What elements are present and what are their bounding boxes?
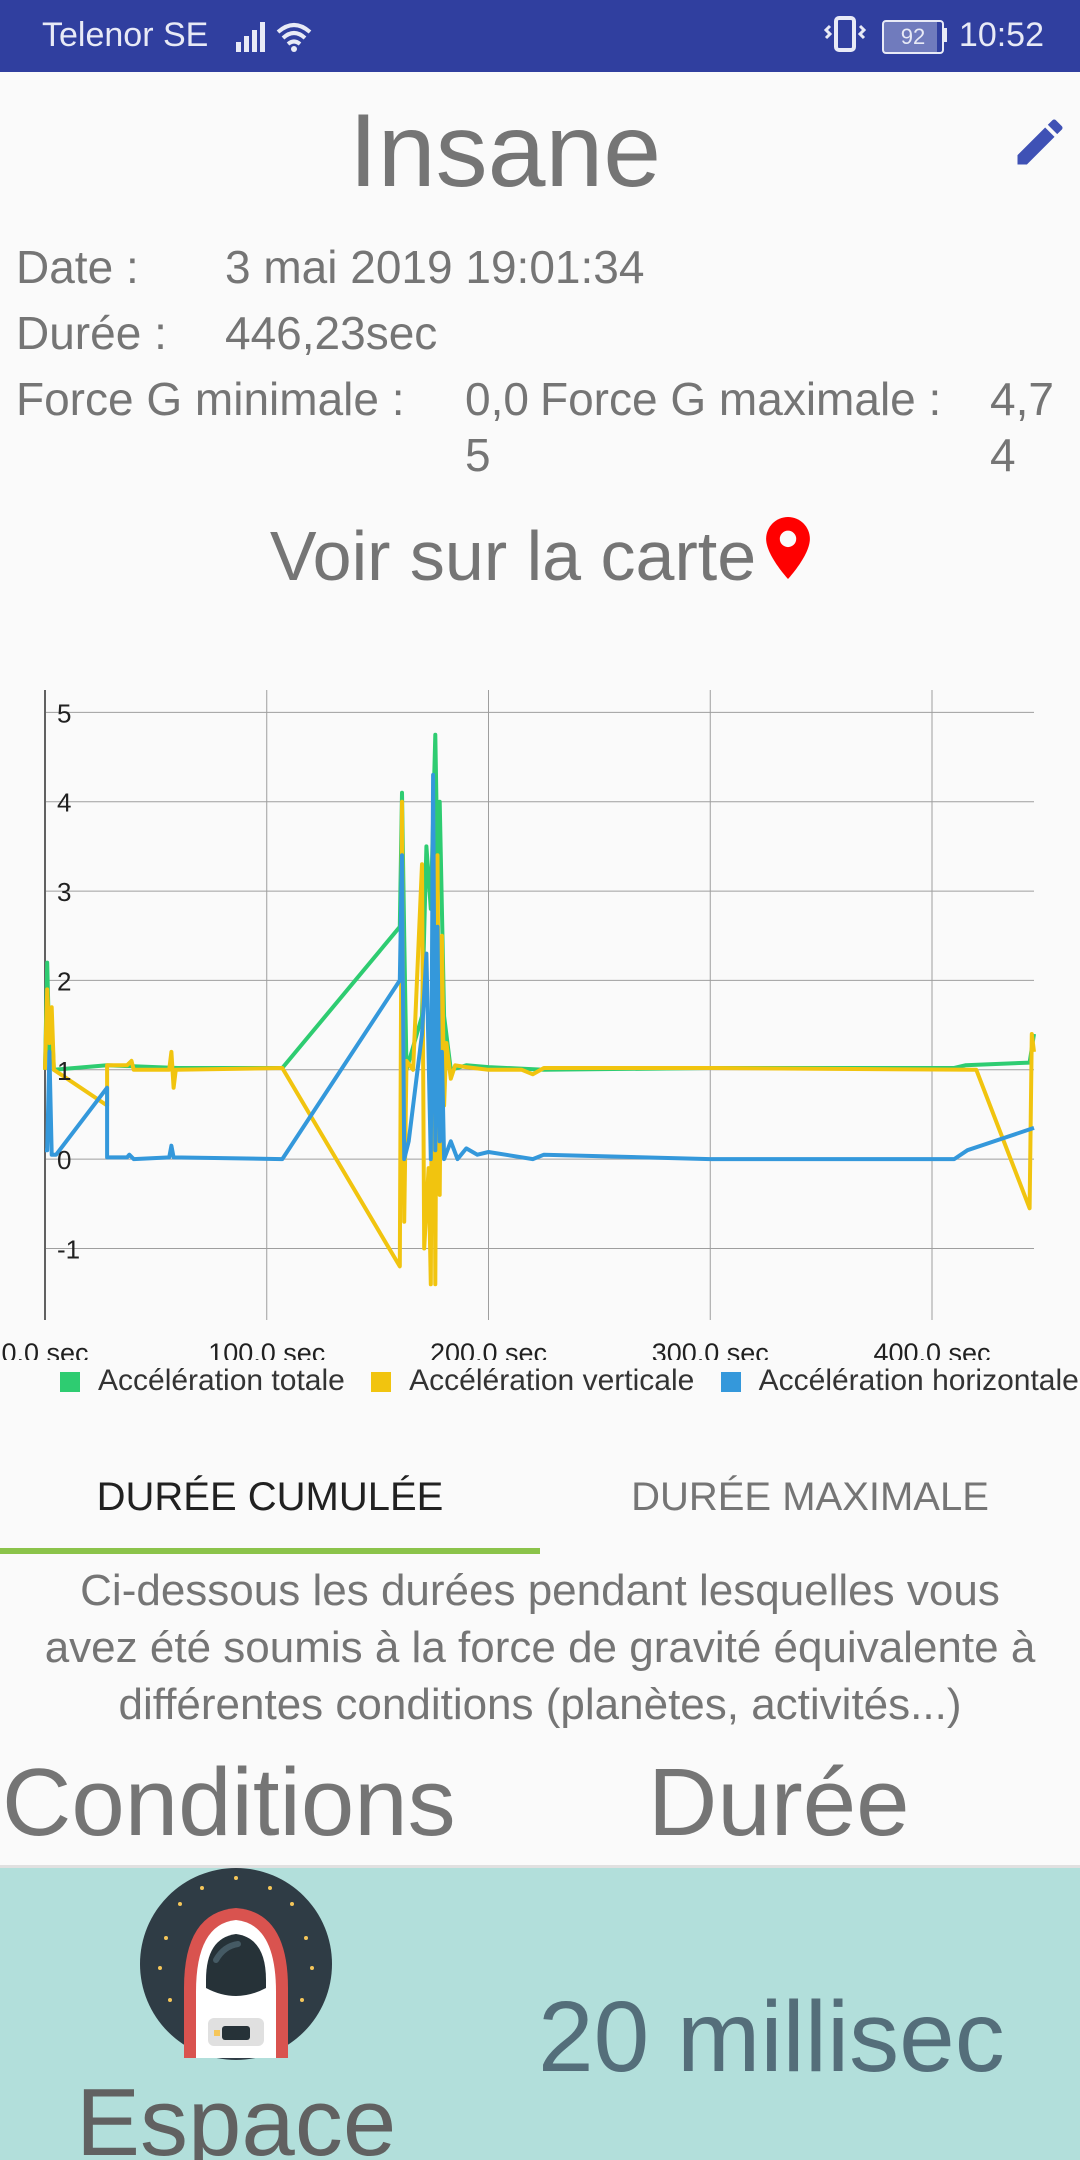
duration-value: 446,23sec	[225, 307, 438, 359]
chart-legend: Accélération totale Accélération vertica…	[60, 1364, 1080, 1398]
map-pin-icon	[766, 515, 811, 595]
date-label: Date :	[16, 241, 139, 293]
description-line: avez été soumis à la force de gravité éq…	[44, 1623, 1036, 1672]
edit-button[interactable]	[1010, 112, 1070, 177]
series-line	[45, 772, 1035, 1162]
pencil-icon	[1017, 119, 1063, 165]
legend-item: Accélération totale	[60, 1364, 345, 1398]
x-tick-label: 0,0 sec	[1, 1338, 88, 1360]
y-tick-label: 4	[57, 788, 71, 818]
page-title: Insane	[348, 93, 662, 209]
carrier-label: Telenor SE	[42, 16, 209, 54]
legend-swatch	[60, 1372, 80, 1392]
gmax-value-wrap: 4	[990, 429, 1016, 481]
duration-value: 20 millisec	[538, 1981, 1005, 2093]
divider	[0, 1865, 1080, 1868]
gmin-value-wrap: 5	[465, 429, 491, 481]
description-line: Ci-dessous les durées pendant lesquelles…	[80, 1566, 1000, 1615]
wifi-icon	[276, 23, 312, 46]
legend-swatch	[720, 1372, 741, 1392]
description-line: différentes conditions (planètes, activi…	[118, 1680, 962, 1729]
clock: 10:52	[958, 16, 1044, 54]
signal-icon	[234, 18, 318, 63]
map-link-label: Voir sur la carte	[269, 517, 757, 595]
legend-label: Accélération totale	[98, 1364, 345, 1397]
status-bar: Telenor SE 92 10:52	[0, 0, 1080, 72]
legend-label: Accélération verticale	[409, 1364, 695, 1397]
y-tick-label: 5	[57, 698, 71, 728]
list-item[interactable]: 20 millisec Espace	[0, 1868, 1080, 2160]
duration-label: Durée :	[16, 307, 167, 359]
y-tick-label: -1	[57, 1235, 80, 1265]
tab-cumulative-duration[interactable]: DURÉE CUMULÉE	[96, 1475, 444, 1519]
legend-item: Accélération verticale	[371, 1364, 694, 1398]
gmin-label: Force G minimale :	[16, 373, 405, 425]
legend-swatch	[371, 1372, 392, 1392]
legend-item: Accélération horizontale	[720, 1364, 1079, 1398]
tab-indicator	[0, 1548, 540, 1554]
y-tick-label: 0	[57, 1145, 71, 1175]
duration-header: Durée	[648, 1749, 910, 1856]
tab-bar: DURÉE CUMULÉE DURÉE MAXIMALE	[0, 1440, 1080, 1554]
description: Ci-dessous les durées pendant lesquelles…	[0, 1562, 1080, 1733]
legend-label: Accélération horizontale	[758, 1364, 1079, 1397]
series-line	[43, 799, 1036, 1287]
gmin-value: 0,0	[465, 373, 529, 425]
gmax-value: 4,7	[990, 373, 1054, 425]
acceleration-chart: 5 4 3 2 1 0 -1 0,0 sec 100,0 sec 200,0 sec 300,0 s…	[1, 690, 1036, 1360]
conditions-header: Conditions	[2, 1749, 456, 1856]
x-tick-label: 300,0 sec	[652, 1338, 769, 1360]
battery-level: 92	[900, 24, 926, 49]
condition-name: Espace	[76, 2069, 397, 2160]
x-tick-label: 200,0 sec	[430, 1338, 547, 1360]
y-tick-label: 1	[57, 1056, 71, 1086]
astronaut-helmet-icon	[140, 1868, 332, 2065]
y-tick-label: 2	[57, 966, 71, 996]
tab-max-duration[interactable]: DURÉE MAXIMALE	[631, 1475, 989, 1519]
series-line	[43, 732, 1036, 1072]
y-tick-label: 3	[57, 877, 71, 907]
battery-icon: 92	[882, 20, 944, 54]
map-link[interactable]: Voir sur la carte	[0, 516, 1080, 596]
gmax-label: Force G maximale :	[540, 373, 942, 425]
x-tick-label: 100,0 sec	[208, 1338, 325, 1360]
vibrate-icon	[822, 14, 868, 63]
x-tick-label: 400,0 sec	[873, 1338, 990, 1360]
date-value: 3 mai 2019 19:01:34	[225, 241, 645, 293]
